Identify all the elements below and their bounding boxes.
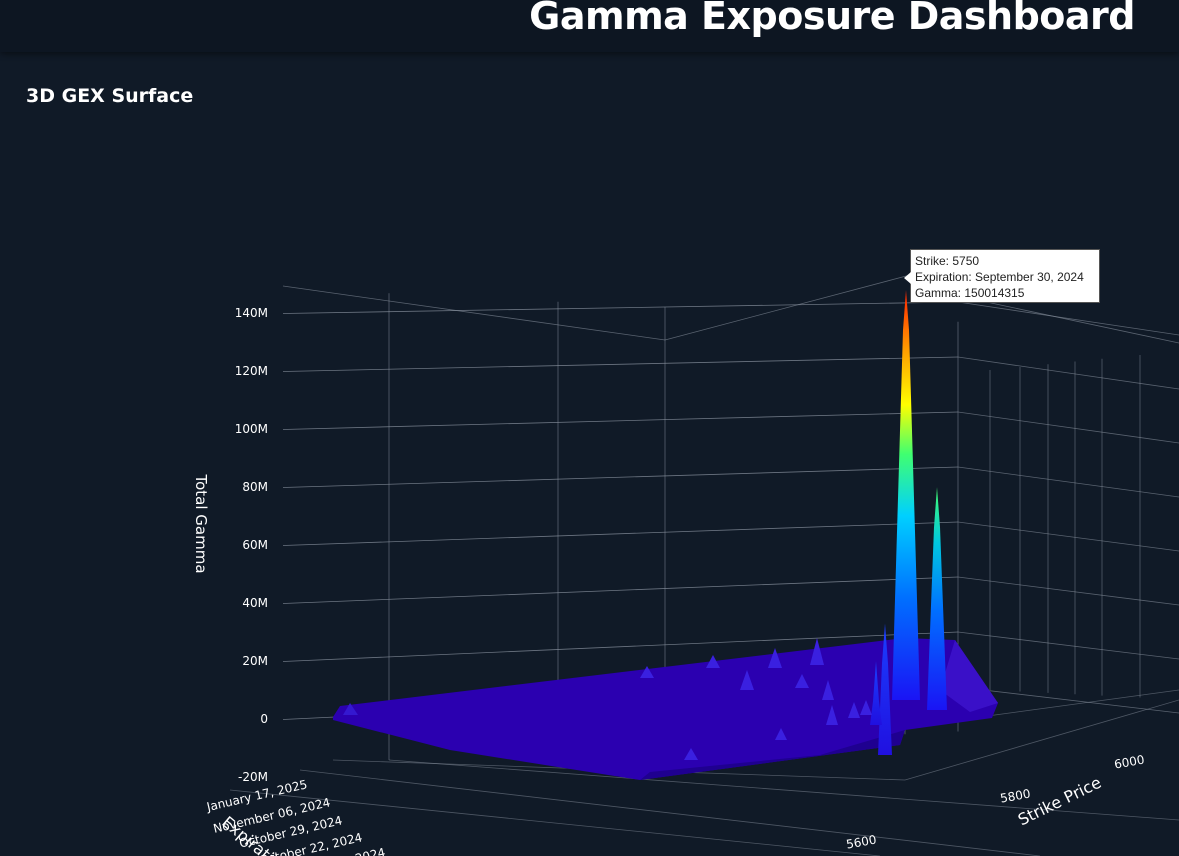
- z-grid-line-right: [957, 576, 1179, 606]
- x-tick-label: 5600: [845, 833, 878, 852]
- surface-peak: [870, 661, 882, 725]
- surface-section-title: 3D GEX Surface: [26, 85, 194, 107]
- tooltip-pointer: [904, 272, 911, 284]
- z-axis-ticks: -20M 0 20M 40M 60M 80M 100M 120M 140M: [235, 306, 268, 784]
- small-bumps: [343, 638, 872, 760]
- surface-peaks: [870, 289, 947, 755]
- z-grid-line-right: [957, 411, 1179, 444]
- z-tick-label: 20M: [242, 654, 268, 668]
- z-grid-line-right: [957, 686, 1179, 714]
- surface-peak: [892, 289, 920, 700]
- z-grid-line-right: [957, 301, 1179, 336]
- x-tick-label: 5800: [999, 787, 1032, 806]
- z-tick-label: 80M: [242, 480, 268, 494]
- floor-grid-line: [299, 769, 1041, 856]
- dashboard-header: Gamma Exposure Dashboard: [0, 0, 1179, 52]
- floor-grid-line: [388, 759, 1179, 821]
- surface-peak: [927, 487, 947, 710]
- hover-tooltip: Strike: 5750 Expiration: September 30, 2…: [904, 249, 1100, 303]
- z-tick-label: 40M: [242, 596, 268, 610]
- z-tick-label: 120M: [235, 364, 268, 378]
- z-axis-title: Total Gamma: [192, 473, 210, 573]
- surface-mesh: [333, 638, 998, 780]
- tooltip-expiration: Expiration: September 30, 2024: [915, 270, 1084, 284]
- floor-grid-line: [229, 789, 881, 856]
- z-grid-line: [282, 356, 959, 372]
- x-tick-label: 6000: [1113, 753, 1146, 772]
- z-tick-label: 0: [260, 712, 268, 726]
- floor-grid-line: [957, 689, 1179, 721]
- z-grid-line: [282, 576, 959, 604]
- z-grid-line-right: [957, 631, 1179, 660]
- z-tick-label: 140M: [235, 306, 268, 320]
- z-grid-line: [282, 411, 959, 430]
- surface-edge-right: [940, 640, 998, 712]
- z-tick-label: 60M: [242, 538, 268, 552]
- surface-floor: [333, 638, 998, 780]
- x-axis-title: Strike Price: [1015, 773, 1104, 830]
- tooltip-strike: Strike: 5750: [915, 254, 980, 268]
- top-edge-line: [664, 274, 911, 341]
- z-grid-line-right: [957, 466, 1179, 498]
- z-tick-label: -20M: [238, 770, 268, 784]
- top-edge-line: [282, 285, 666, 341]
- floor-grid-line: [904, 699, 1179, 781]
- dashboard-title: Gamma Exposure Dashboard: [529, 0, 1135, 38]
- grid-lines: [229, 274, 1179, 856]
- z-grid-line: [282, 521, 959, 546]
- tooltip-gamma: Gamma: 150014315: [915, 286, 1025, 300]
- z-grid-line-right: [957, 356, 1179, 390]
- z-grid-line: [282, 301, 959, 314]
- z-grid-line: [282, 466, 959, 488]
- z-grid-line-right: [957, 521, 1179, 552]
- z-tick-label: 100M: [235, 422, 268, 436]
- surface-floor-shadow: [640, 730, 905, 780]
- z-grid-line: [282, 631, 959, 662]
